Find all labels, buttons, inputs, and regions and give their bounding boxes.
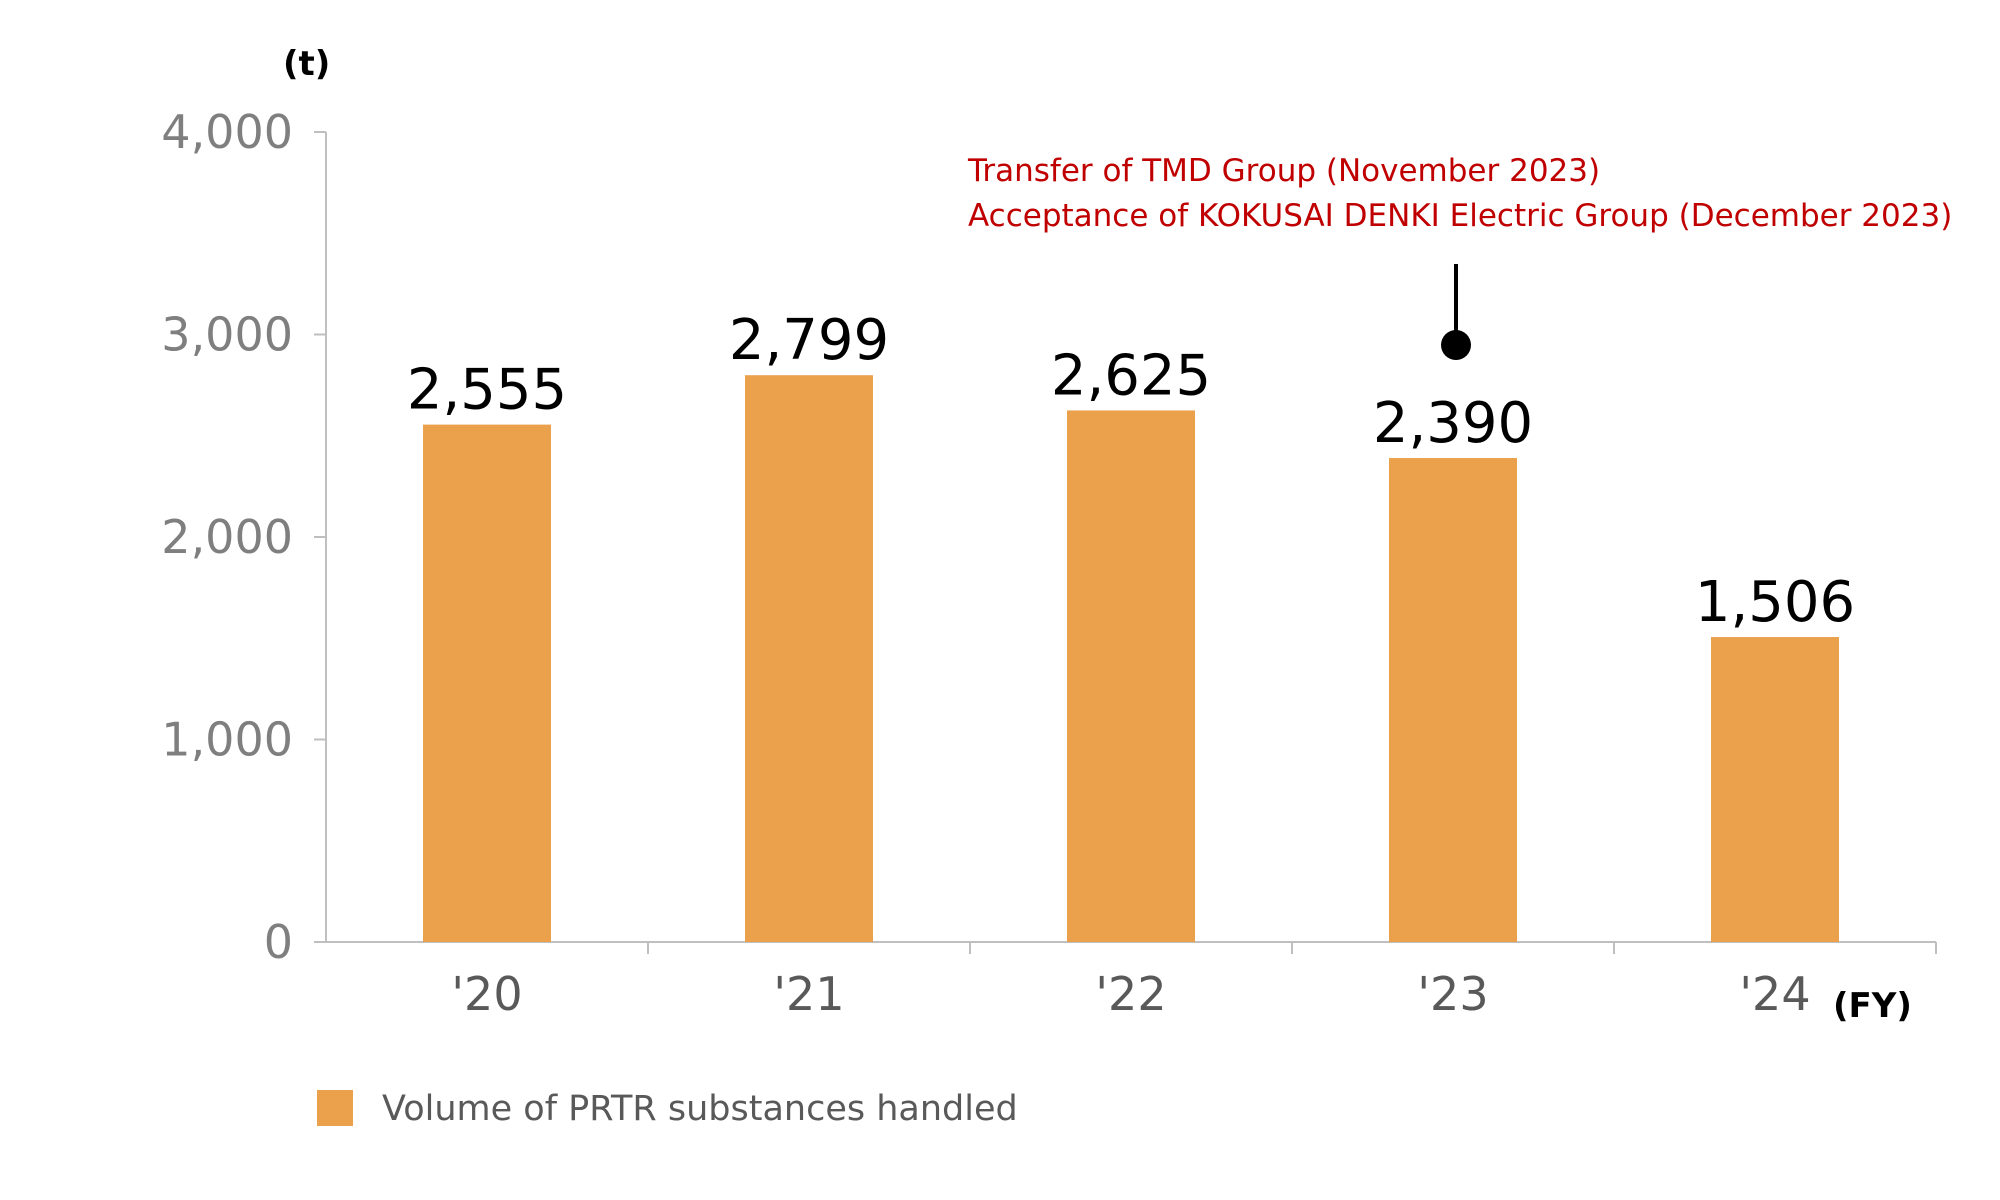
- y-tick-label: 1,000: [161, 713, 293, 767]
- category-label: '20: [451, 967, 522, 1021]
- category-label: '22: [1095, 967, 1166, 1021]
- annotation-group: Transfer of TMD Group (November 2023) Ac…: [967, 153, 1952, 360]
- value-label: 1,506: [1695, 570, 1855, 635]
- category-labels-group: '20 '21 '22 '23 '24: [451, 967, 1810, 1021]
- bar: [423, 424, 551, 942]
- category-label: '23: [1417, 967, 1488, 1021]
- x-axis-unit-label: (FY): [1833, 986, 1912, 1026]
- bar: [1711, 637, 1839, 942]
- x-axis-ticks: [647, 942, 1937, 954]
- category-label: '24: [1739, 967, 1810, 1021]
- legend-label: Volume of PRTR substances handled: [382, 1089, 1018, 1129]
- category-label: '21: [773, 967, 844, 1021]
- bar: [1389, 458, 1517, 942]
- value-label: 2,625: [1051, 343, 1211, 408]
- bar: [1067, 410, 1195, 942]
- y-tick-label: 3,000: [161, 308, 293, 362]
- legend-swatch: [317, 1090, 353, 1126]
- legend: Volume of PRTR substances handled: [317, 1089, 1018, 1129]
- value-label: 2,390: [1373, 391, 1533, 456]
- value-label: 2,555: [407, 358, 567, 423]
- y-tick-label: 4,000: [161, 105, 293, 159]
- annotation-line-1: Transfer of TMD Group (November 2023): [967, 153, 1600, 189]
- value-labels-group: 2,555 2,799 2,625 2,390 1,506: [407, 308, 1855, 635]
- bars-group: [423, 375, 1839, 942]
- bar: [745, 375, 873, 942]
- annotation-pointer-dot: [1441, 330, 1471, 360]
- value-label: 2,799: [729, 308, 889, 373]
- y-tick-label: 2,000: [161, 510, 293, 564]
- y-axis-unit-label: (t): [283, 44, 330, 84]
- annotation-line-2: Acceptance of KOKUSAI DENKI Electric Gro…: [968, 198, 1952, 234]
- y-tick-label: 0: [264, 915, 293, 969]
- y-axis-ticks: 0 1,000 2,000 3,000 4,000: [161, 105, 326, 969]
